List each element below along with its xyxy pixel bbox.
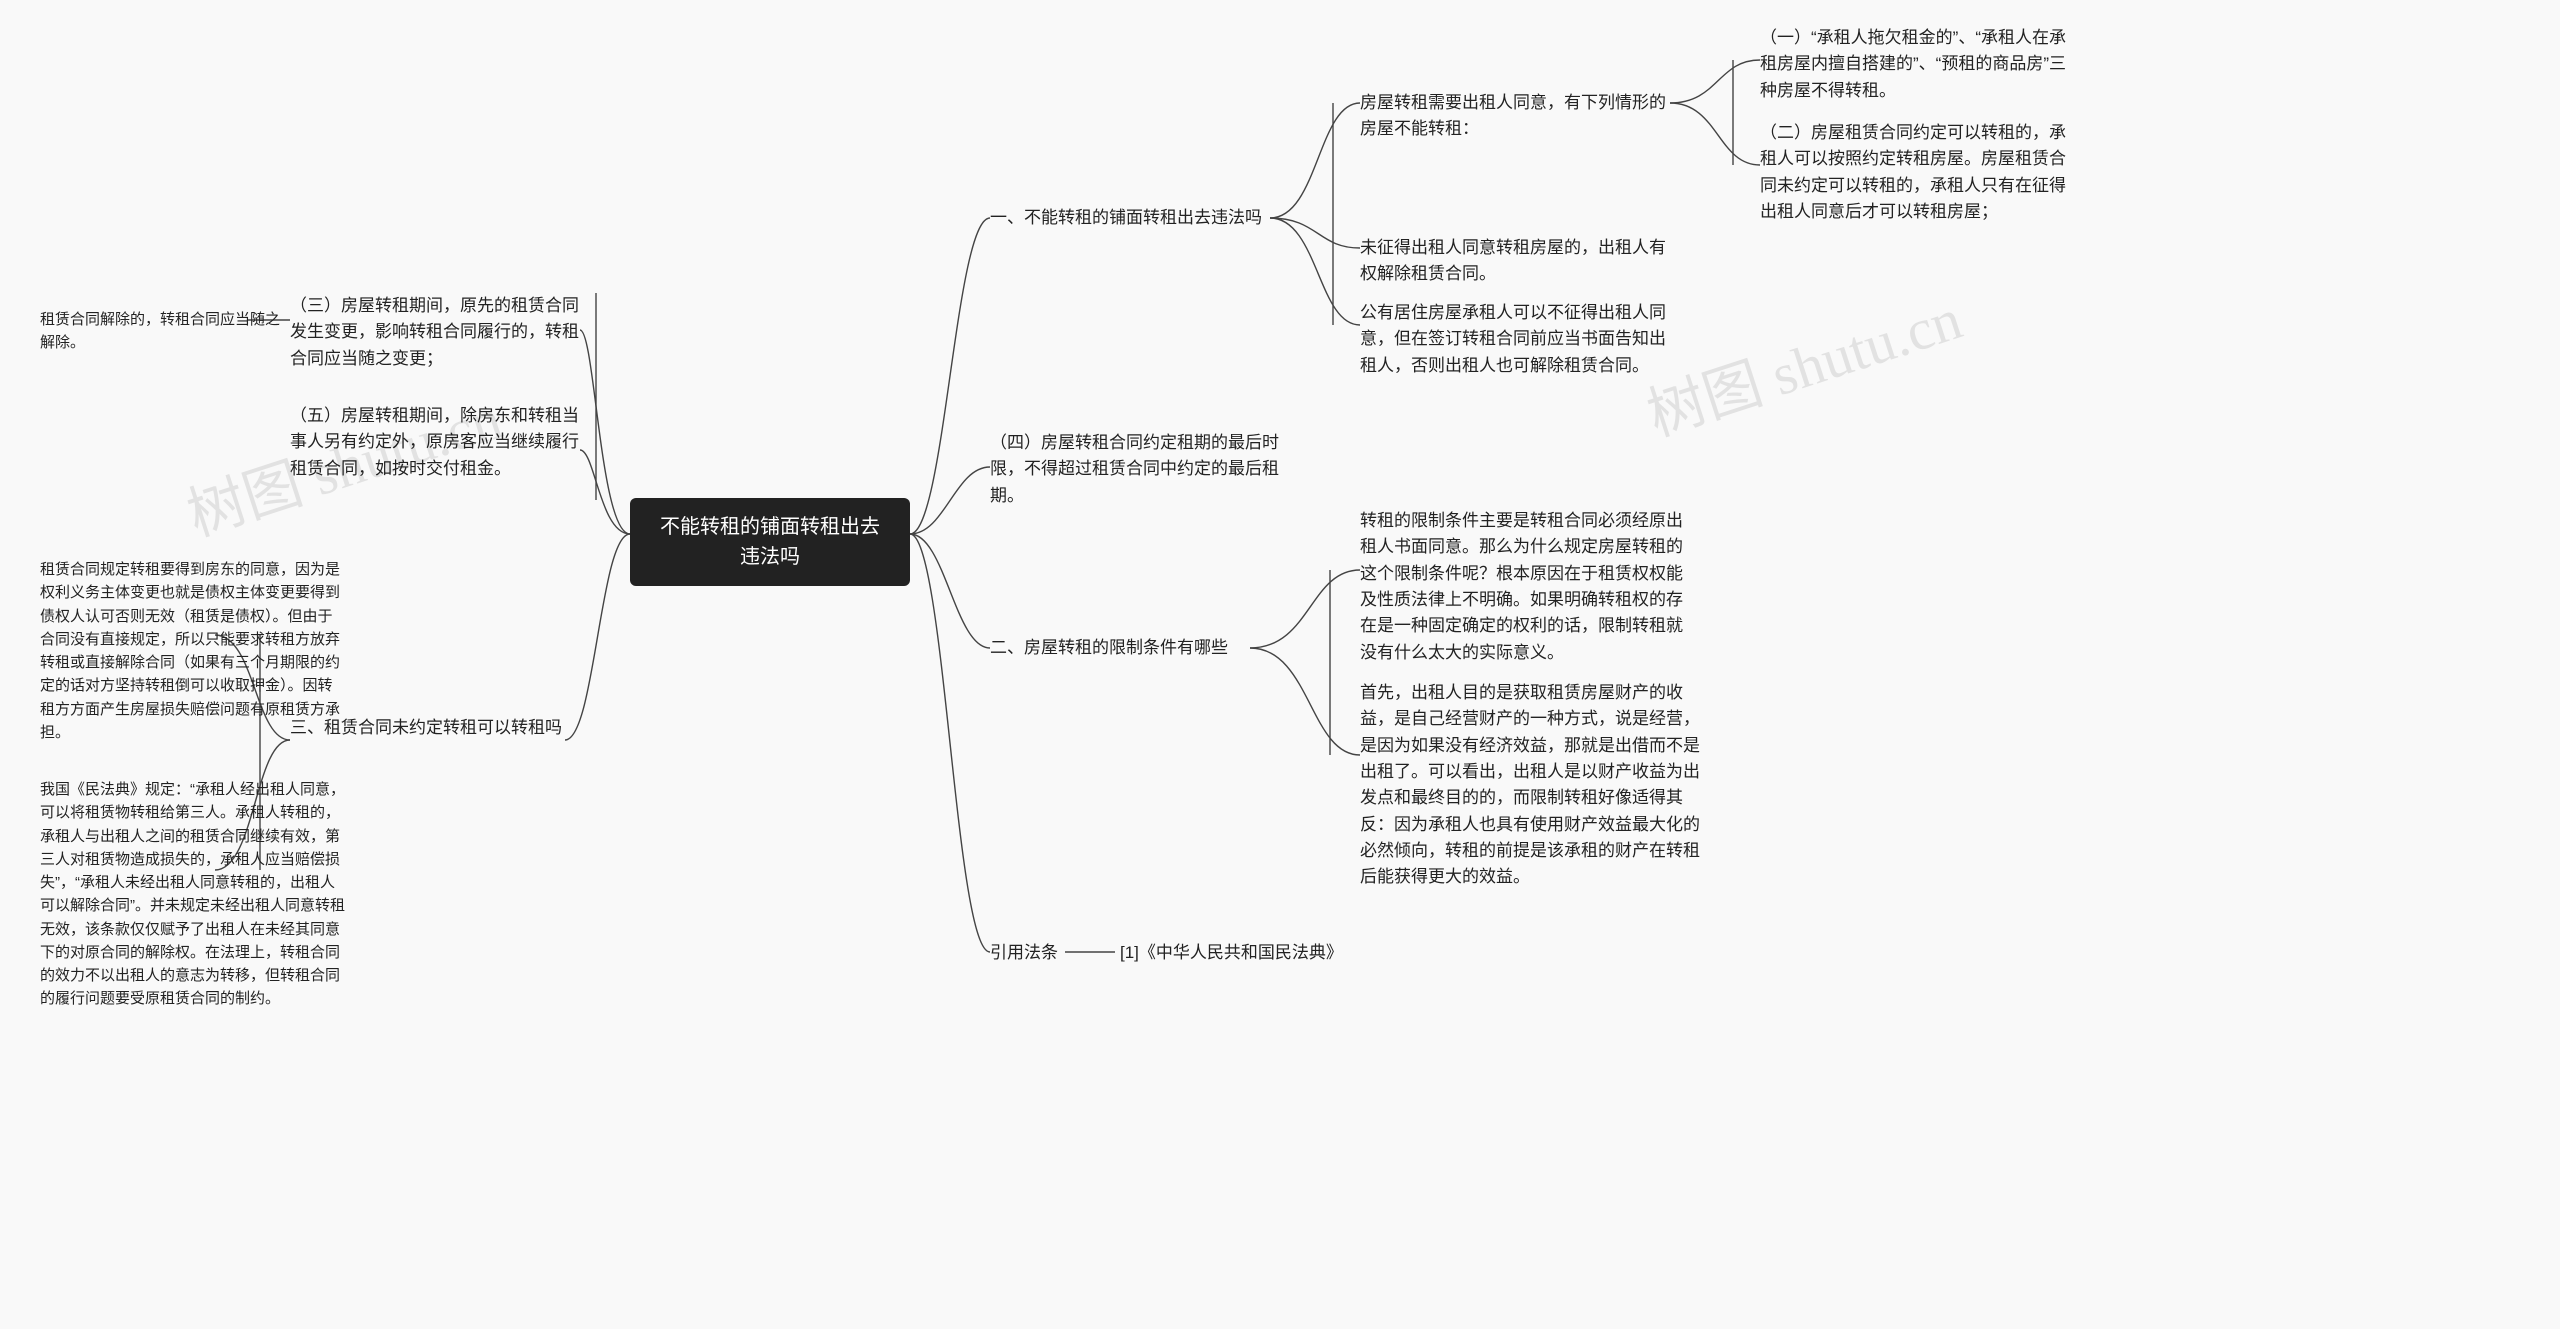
node-l1-a: 租赁合同解除的，转租合同应当随之解除。: [40, 308, 280, 355]
node-r1-a2: （二）房屋租赁合同约定可以转租的，承租人可以按照约定转租房屋。房屋租赁合同未约定…: [1760, 120, 2080, 225]
node-r1-b: 未征得出租人同意转租房屋的，出租人有权解除租赁合同。: [1360, 235, 1670, 288]
root-line2: 违法吗: [740, 546, 800, 568]
root-line1: 不能转租的铺面转租出去: [660, 516, 880, 538]
branch-r3: 二、房屋转租的限制条件有哪些: [990, 635, 1250, 661]
node-l3-a: 租赁合同规定转租要得到房东的同意，因为是权利义务主体变更也就是债权主体变更要得到…: [40, 558, 345, 744]
node-r4-a: [1]《中华人民共和国民法典》: [1120, 940, 1420, 966]
branch-r2: （四）房屋转租合同约定租期的最后时限，不得超过租赁合同中约定的最后租期。: [990, 430, 1280, 509]
root-node: 不能转租的铺面转租出去 违法吗: [630, 498, 910, 586]
branch-r4: 引用法条: [990, 940, 1070, 966]
branch-r1: 一、不能转租的铺面转租出去违法吗: [990, 205, 1270, 231]
connector-lines: [0, 0, 2560, 1329]
node-r3-b: 首先，出租人目的是获取租赁房屋财产的收益，是自己经营财产的一种方式，说是经营，是…: [1360, 680, 1700, 891]
watermark-2: 树图 shutu.cn: [1635, 272, 1970, 452]
node-r3-a: 转租的限制条件主要是转租合同必须经原出租人书面同意。那么为什么规定房屋转租的这个…: [1360, 508, 1690, 666]
branch-l2: （五）房屋转租期间，除房东和转租当事人另有约定外，原房客应当继续履行租赁合同，如…: [290, 403, 580, 482]
node-l3-b: 我国《民法典》规定：“承租人经出租人同意，可以将租赁物转租给第三人。承租人转租的…: [40, 778, 345, 1011]
node-r1-a: 房屋转租需要出租人同意，有下列情形的房屋不能转租：: [1360, 90, 1670, 143]
node-r1-c: 公有居住房屋承租人可以不征得出租人同意，但在签订转租合同前应当书面告知出租人，否…: [1360, 300, 1680, 379]
node-r1-a1: （一）“承租人拖欠租金的”、“承租人在承租房屋内擅自搭建的”、“预租的商品房”三…: [1760, 25, 2080, 104]
branch-l1: （三）房屋转租期间，原先的租赁合同发生变更，影响转租合同履行的，转租合同应当随之…: [290, 293, 580, 372]
